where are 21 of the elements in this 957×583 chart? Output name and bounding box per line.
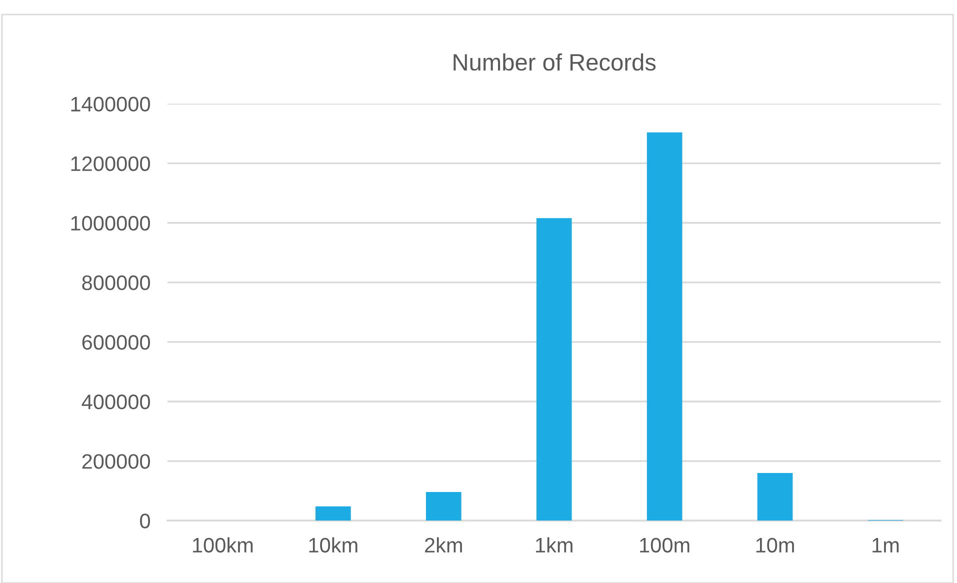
x-tick-label: 10m [756, 538, 794, 553]
bar [316, 506, 351, 521]
bar [426, 492, 462, 521]
y-tick-label: 600000 [82, 334, 150, 350]
y-tick-label: 800000 [82, 275, 150, 290]
x-tick-label: 10km [309, 537, 358, 553]
bar [536, 218, 572, 521]
y-tick-label: 1400000 [71, 96, 150, 112]
y-tick-label: 1200000 [71, 156, 150, 172]
chart-title: Number of Records [454, 53, 656, 71]
x-tick-label: 100m [640, 538, 690, 553]
y-tick-label: 200000 [82, 454, 150, 469]
y-tick-label: 400000 [82, 394, 150, 410]
y-tick-label: 0 [140, 514, 150, 528]
x-tick-label: 100km [193, 537, 253, 553]
x-tick-label: 1m [872, 538, 899, 552]
x-tick-label: 2km [425, 537, 462, 552]
bar [646, 132, 682, 521]
y-tick-label: 1000000 [71, 216, 150, 231]
x-tick-label: 1km [536, 537, 572, 552]
bar [757, 472, 793, 521]
